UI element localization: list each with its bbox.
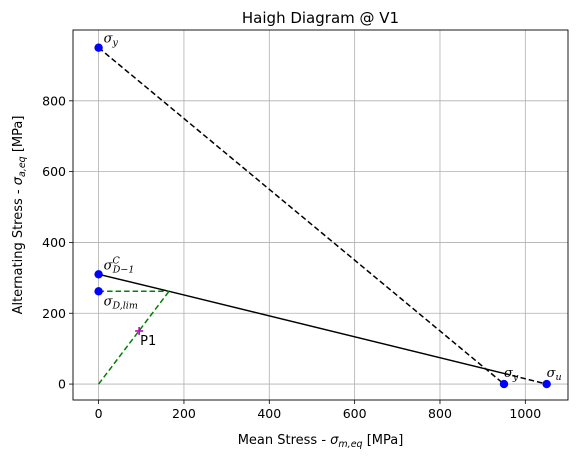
x-tick-label: 800 xyxy=(428,406,452,421)
grid xyxy=(73,30,568,400)
y-tick-label: 400 xyxy=(42,235,66,250)
load-ray xyxy=(98,290,170,385)
x-tick-label: 1000 xyxy=(509,406,541,421)
y-tick-label: 800 xyxy=(42,93,66,108)
ultimate-dash xyxy=(503,372,547,385)
p1-label: P1 xyxy=(140,334,156,349)
sigma-y-right-label: σy xyxy=(504,366,519,383)
goodman-line xyxy=(98,273,505,375)
sigma-y-right-marker xyxy=(499,379,509,389)
x-axis-label: Mean Stress - σm,eq [MPa] xyxy=(238,433,404,450)
ticks-layer: 0 200 400 600 800 1000 0 200 400 600 800 xyxy=(42,93,541,421)
sigma-d-1c-marker xyxy=(94,270,103,279)
sigma-d-1c-label: σC D−1 xyxy=(104,255,135,275)
x-tick-label: 400 xyxy=(257,406,281,421)
y-tick-label: 0 xyxy=(58,377,66,392)
series-layer xyxy=(98,47,547,385)
plot-frame xyxy=(72,29,569,401)
y-axis-label: Alternating Stress - σa,eq [MPa] xyxy=(11,116,28,315)
sigma-u-label: σu xyxy=(547,366,562,383)
sigma-d-lim-label: σD,lim xyxy=(104,294,138,311)
chart-title: Haigh Diagram @ V1 xyxy=(242,9,399,27)
points-layer: σy σC D−1 σD,lim σy σu P1 xyxy=(94,32,562,389)
sigma-y-top-marker xyxy=(94,43,103,52)
y-tick-label: 200 xyxy=(42,306,66,321)
y-tick-label: 600 xyxy=(42,164,66,179)
x-tick-label: 0 xyxy=(95,406,103,421)
sigma-d-lim-marker xyxy=(94,287,103,296)
x-tick-label: 200 xyxy=(172,406,196,421)
sigma-y-top-label: σy xyxy=(104,32,119,49)
sigma-u-marker xyxy=(542,379,551,389)
x-tick-label: 600 xyxy=(343,406,367,421)
yield-line xyxy=(98,47,505,385)
